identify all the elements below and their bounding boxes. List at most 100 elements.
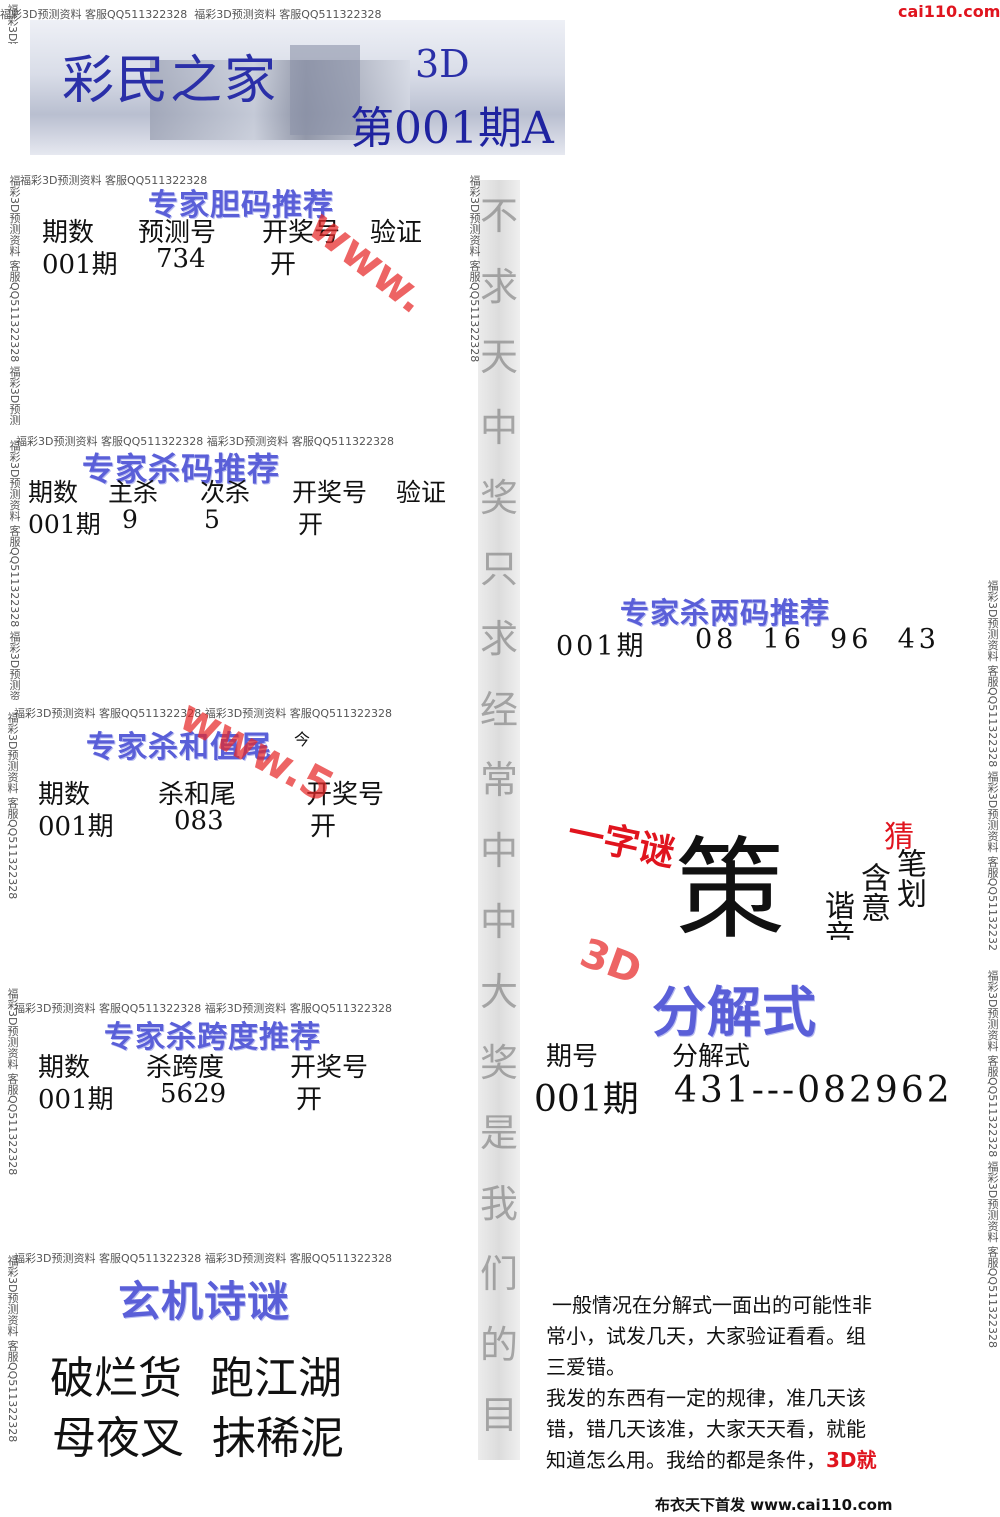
watermark-vertical-left-top: 福彩3D预测资料 客服QQ511322328 xyxy=(4,4,20,44)
dan-row-issue: 001期 xyxy=(42,250,118,280)
kill-header-verify: 验证 xyxy=(396,478,447,507)
slogan-column xyxy=(478,180,520,1460)
sum-row-issue: 001期 xyxy=(38,812,114,842)
sum-panel xyxy=(10,715,472,955)
span-header-value: 杀跨度 xyxy=(146,1053,225,1083)
span-header-draw: 开奖号 xyxy=(290,1053,369,1083)
dan-header-draw: 开奖号 xyxy=(262,218,341,248)
span-header-issue: 期数 xyxy=(38,1053,91,1083)
slogan-char: 是 xyxy=(480,1111,519,1156)
slogan-char: 奖 xyxy=(480,1040,519,1085)
kill-panel-title: 专家杀码推荐 xyxy=(82,450,281,488)
header-game: 3D xyxy=(415,42,470,86)
sum-header-issue: 期数 xyxy=(38,780,91,810)
watermark-vertical: 福彩3D预测资料 客服QQ511322328 福彩3D预测资料 客服QQ5113… xyxy=(8,440,21,700)
slogan-char: 奖 xyxy=(480,476,519,521)
header-issue: 第001期A版 xyxy=(350,103,554,154)
poem-panel xyxy=(10,1255,472,1485)
slogan-char: 不 xyxy=(480,194,519,238)
slogan-char: 经 xyxy=(480,687,519,732)
note-line-2: 常小，试发几天，大家验证看看。组 xyxy=(546,1324,866,1348)
poem-panel-title: 玄机诗谜 xyxy=(118,1277,291,1326)
sum-header-draw: 开奖号 xyxy=(306,780,385,810)
dan-panel xyxy=(12,178,474,433)
watermark-vertical: 福彩3D预测资料 客服QQ511322328 xyxy=(6,1255,19,1443)
slogan-char: 我 xyxy=(480,1181,519,1226)
span-row-issue: 001期 xyxy=(38,1085,114,1115)
watermark-strip: 福彩3D预测资料 客服QQ511322328 xyxy=(20,174,208,187)
kill2-row-issue: 001期 xyxy=(556,631,647,662)
decomp-row-issue: 001期 xyxy=(534,1079,639,1120)
watermark-vertical: 福彩3D预测资料 客服QQ511322328 xyxy=(6,712,19,900)
watermark-strip: 福彩3D预测资料 客服QQ511322328 福彩3D预测资料 客服QQ5113… xyxy=(14,1002,393,1015)
poem-line-2: 母夜叉 抹稀泥 xyxy=(52,1413,344,1464)
header-banner: 彩民之家 3D 第001期A版 xyxy=(30,20,565,155)
decomp-panel-title: 分解式 xyxy=(652,981,817,1044)
span-row-draw: 开 xyxy=(296,1085,323,1115)
kill-header-main: 主杀 xyxy=(108,478,159,507)
note-panel xyxy=(536,1282,976,1482)
sum-row-draw: 开 xyxy=(310,812,337,842)
site-corner-label: cai110.com xyxy=(898,2,1000,21)
slogan-char: 的 xyxy=(480,1322,519,1367)
watermark-strip: 福彩3D预测资料 客服QQ511322328 福彩3D预测资料 客服QQ5113… xyxy=(14,707,393,720)
note-red-tail: 3D就 xyxy=(826,1448,877,1472)
decomp-header-issue: 期号 xyxy=(546,1042,599,1072)
kill-row-main: 9 xyxy=(122,505,138,534)
riddle-hint-homophone: 谐音 xyxy=(819,890,854,940)
dan-header-pred: 预测号 xyxy=(138,218,217,248)
kill2-row-codes: 08 16 96 43 xyxy=(695,624,940,655)
slogan-char: 求 xyxy=(480,264,519,309)
header-title: 彩民之家 xyxy=(62,51,279,111)
span-panel-title: 专家杀跨度推荐 xyxy=(104,1020,321,1055)
note-line-3: 三爱错。 xyxy=(546,1355,626,1379)
dan-row-pred: 734 xyxy=(156,244,206,274)
banner-photo xyxy=(150,60,410,140)
watermark-strip: 福彩3D预测资料 客服QQ511322328 福彩3D预测资料 客服QQ5113… xyxy=(16,435,395,448)
sum-header-value: 杀和尾 xyxy=(158,780,237,810)
slogan-char: 中 xyxy=(480,829,519,873)
kill-row-issue: 001期 xyxy=(28,510,101,539)
watermark-vertical-right: 福彩3D预测资料 客服QQ511322328 福彩3D预测资料 客服QQ5113… xyxy=(986,580,999,950)
dan-row-draw: 开 xyxy=(270,250,297,280)
note-line-5: 错，错几天该准，大家天天看，就能 xyxy=(546,1417,866,1441)
watermark-strip: 福彩3D预测资料 客服QQ511322328 福彩3D预测资料 客服QQ5113… xyxy=(14,1252,393,1265)
slogan-char: 中 xyxy=(480,899,519,944)
kill-header-draw: 开奖号 xyxy=(292,478,368,507)
slogan-char: 求 xyxy=(480,617,519,662)
banner-photo-detail xyxy=(290,45,360,135)
slogan-char: 常 xyxy=(480,758,519,803)
riddle-panel xyxy=(528,790,980,940)
note-line-1: 一般情况在分解式一面出的可能性非 xyxy=(552,1293,872,1317)
note-text: 一般情况在分解式一面出的可能性非 常小，试发几天，大家验证看看。组 三爱错。 我… xyxy=(546,1290,877,1476)
slogan-char: 们 xyxy=(480,1252,519,1297)
riddle-hint-guess: 猜 xyxy=(884,820,914,855)
kill-header-second: 次杀 xyxy=(200,478,251,507)
note-line-4: 我发的东西有一定的规律，准几天该 xyxy=(546,1386,866,1410)
span-row-value: 5629 xyxy=(160,1079,227,1109)
watermark-strip-top: 福彩3D预测资料 客服QQ511322328 福彩3D预测资料 客服QQ5113… xyxy=(0,8,382,21)
slogan-char: 中 xyxy=(480,405,519,450)
footer-credit: 布衣天下首发 www.cai110.com xyxy=(655,1496,893,1514)
slogan-char: 大 xyxy=(480,970,519,1015)
kill-panel xyxy=(12,440,474,705)
watermark-vertical: 福彩3D预测资料 客服QQ511322328 xyxy=(468,175,481,363)
watermark-vertical: 福彩3D预测资料 客服QQ511322328 xyxy=(6,988,19,1176)
sum-panel-title: 专家杀和值尾 xyxy=(86,730,272,765)
dan-header-verify: 验证 xyxy=(370,218,423,248)
kill-row-second: 5 xyxy=(204,505,220,534)
riddle-character: 策 xyxy=(675,826,785,954)
sum-row-value: 083 xyxy=(174,806,224,836)
slogan-char: 目 xyxy=(480,1393,519,1438)
slogan-char: 只 xyxy=(480,546,519,591)
slogan-char: 天 xyxy=(480,335,519,380)
note-line-6: 知道怎么用。我给的都是条件， xyxy=(546,1448,826,1472)
kill-row-draw: 开 xyxy=(298,510,324,539)
decomp-header-value: 分解式 xyxy=(672,1042,751,1072)
watermark-vertical: 福彩3D预测资料 客服QQ511322328 福彩3D预测资料 客服QQ5113… xyxy=(8,175,21,425)
dan-header-issue: 期数 xyxy=(42,218,95,248)
dan-panel-title: 专家胆码推荐 xyxy=(148,188,334,223)
decomp-panel xyxy=(528,965,980,1265)
riddle-hint-meaning: 含意 xyxy=(855,862,890,922)
watermark-vertical-right: 福彩3D预测资料 客服QQ511322328 福彩3D预测资料 客服QQ5113… xyxy=(986,970,999,1349)
